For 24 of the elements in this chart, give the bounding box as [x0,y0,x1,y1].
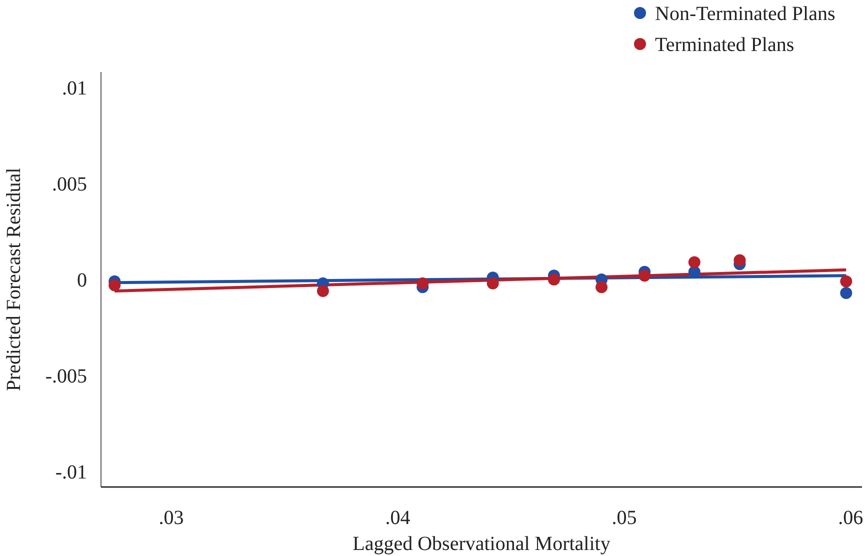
y-axis-title: Predicted Forecast Residual [3,167,25,392]
point [416,277,429,290]
point [840,275,852,288]
y-tick-label: 0 [77,270,87,292]
x-tick-label: .04 [385,507,410,529]
point [688,256,700,268]
point [486,277,499,290]
point [734,254,746,266]
y-tick-label: -.01 [55,462,87,484]
y-tick-label: .01 [62,77,87,100]
point [548,274,560,286]
x-tick-label: .05 [612,507,637,529]
point [316,285,329,298]
y-tick-label: -.005 [45,366,87,388]
x-tick-label: .03 [158,507,184,529]
legend-label: Terminated Plans [655,34,794,56]
point [638,270,651,282]
y-tick-label: .005 [52,173,87,196]
point [596,281,608,294]
point [840,286,852,299]
legend-label: Non-Terminated Plans [655,3,836,25]
x-axis-title: Lagged Observational Mortality [352,533,610,555]
point [108,279,121,292]
x-tick-label: .06 [838,507,864,529]
